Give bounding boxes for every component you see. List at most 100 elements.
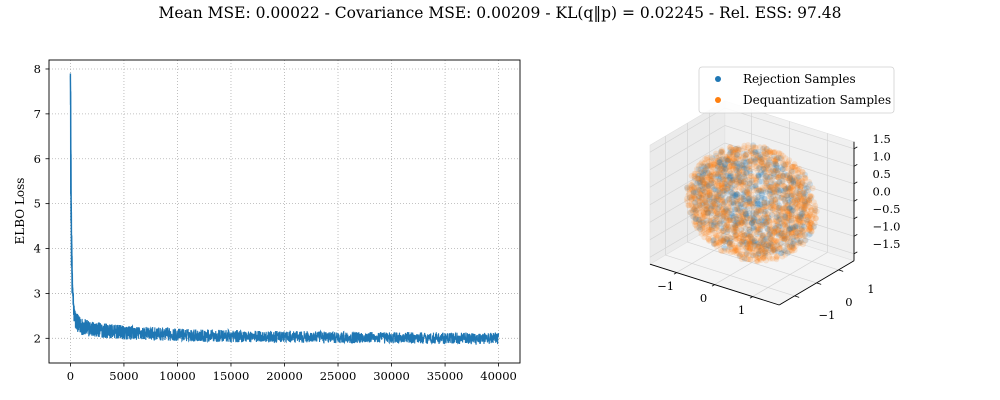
dequantization-sample-point: [785, 184, 792, 191]
dequantization-sample-point: [699, 177, 706, 184]
dequantization-sample-point: [730, 155, 737, 162]
dequantization-sample-point: [750, 143, 757, 150]
dequantization-sample-point: [689, 186, 695, 193]
dequantization-sample-point: [732, 149, 739, 156]
dequantization-sample-point: [706, 217, 713, 224]
dequantization-sample-point: [795, 217, 802, 224]
rejection-sample-point: [777, 187, 784, 194]
rejection-sample-point: [720, 237, 727, 244]
dequantization-sample-point: [779, 206, 786, 213]
dequantization-sample-point: [710, 216, 716, 223]
rejection-sample-point: [738, 201, 745, 208]
dequantization-sample-point: [725, 196, 732, 203]
dequantization-sample-point: [757, 157, 764, 164]
dequantization-sample-point: [730, 146, 737, 153]
dequantization-sample-point: [724, 156, 731, 163]
rejection-sample-point: [748, 239, 755, 246]
dequantization-sample-point: [772, 158, 779, 165]
dequantization-sample-point: [777, 216, 784, 223]
dequantization-sample-point: [803, 188, 810, 195]
dequantization-sample-point: [788, 167, 795, 174]
rejection-sample-point: [789, 244, 795, 251]
dequantization-sample-point: [787, 217, 793, 224]
dequantization-sample-point: [761, 164, 768, 171]
dequantization-sample-point: [790, 223, 797, 230]
rejection-sample-point: [796, 173, 802, 180]
dequantization-sample-point: [717, 186, 724, 193]
dequantization-sample-point: [788, 180, 795, 187]
rejection-sample-point: [788, 193, 795, 200]
dequantization-sample-point: [711, 194, 718, 201]
dequantization-sample-point: [716, 187, 723, 194]
loss-y-tick-label: 2: [34, 331, 41, 345]
dequantization-sample-point: [786, 172, 793, 179]
dequantization-sample-point: [767, 194, 774, 200]
dequantization-sample-point: [792, 207, 799, 214]
rejection-sample-point: [748, 220, 755, 227]
rejection-sample-point: [763, 180, 770, 187]
dequantization-sample-point: [755, 244, 762, 251]
rejection-sample-point: [758, 201, 765, 208]
dequantization-sample-point: [807, 224, 813, 231]
rejection-sample-point: [782, 215, 789, 222]
dequantization-sample-point: [718, 171, 725, 178]
dequantization-sample-point: [701, 166, 708, 173]
dequantization-sample-point: [775, 184, 782, 190]
dequantization-sample-point: [738, 186, 745, 193]
dequantization-sample-point: [793, 213, 800, 220]
dequantization-sample-point: [732, 146, 739, 153]
dequantization-sample-point: [707, 162, 714, 169]
dequantization-sample-point: [708, 168, 715, 175]
dequantization-sample-point: [726, 242, 733, 249]
dequantization-sample-point: [784, 203, 791, 210]
rejection-sample-point: [698, 163, 705, 170]
dequantization-sample-point: [697, 203, 704, 210]
dequantization-sample-point: [702, 231, 709, 237]
dequantization-sample-point: [805, 197, 812, 204]
dequantization-sample-point: [761, 254, 768, 261]
dequantization-sample-point: [775, 227, 782, 234]
dequantization-sample-point: [811, 211, 818, 218]
rejection-sample-point: [771, 160, 778, 167]
dequantization-sample-point: [765, 231, 772, 238]
dequantization-sample-point: [762, 240, 768, 247]
dequantization-sample-point: [716, 241, 723, 248]
x-tick-mark: [711, 284, 715, 287]
dequantization-sample-point: [744, 243, 751, 250]
rejection-sample-point: [764, 199, 771, 206]
rejection-sample-point: [765, 242, 772, 249]
rejection-sample-point: [787, 239, 794, 246]
dequantization-sample-point: [796, 198, 803, 205]
dequantization-sample-point: [761, 253, 768, 260]
rejection-sample-point: [761, 252, 768, 259]
rejection-sample-point: [734, 151, 741, 158]
dequantization-sample-point: [792, 163, 799, 170]
rejection-sample-point: [741, 197, 748, 204]
dequantization-sample-point: [797, 238, 804, 244]
dequantization-sample-point: [726, 207, 733, 214]
rejection-sample-point: [701, 168, 708, 175]
dequantization-sample-point: [749, 213, 756, 220]
dequantization-sample-point: [786, 213, 793, 220]
dequantization-sample-point: [689, 207, 696, 214]
dequantization-sample-point: [702, 206, 709, 213]
dequantization-sample-point: [713, 243, 720, 250]
dequantization-sample-point: [774, 167, 781, 174]
rejection-sample-point: [710, 219, 717, 226]
dequantization-sample-point: [756, 156, 762, 163]
dequantization-sample-point: [762, 173, 769, 180]
dequantization-sample-point: [791, 163, 798, 170]
rejection-sample-point: [733, 191, 740, 198]
rejection-sample-point: [691, 175, 698, 182]
dequantization-sample-point: [706, 189, 713, 196]
dequantization-sample-point: [768, 225, 775, 232]
dequantization-sample-point: [740, 145, 747, 152]
dequantization-sample-point: [692, 202, 699, 209]
dequantization-sample-point: [763, 241, 770, 248]
dequantization-sample-point: [726, 151, 733, 158]
dequantization-sample-point: [784, 188, 791, 195]
rejection-sample-point: [776, 179, 783, 186]
dequantization-sample-point: [774, 154, 780, 161]
dequantization-sample-point: [729, 153, 736, 160]
rejection-sample-point: [790, 207, 797, 214]
